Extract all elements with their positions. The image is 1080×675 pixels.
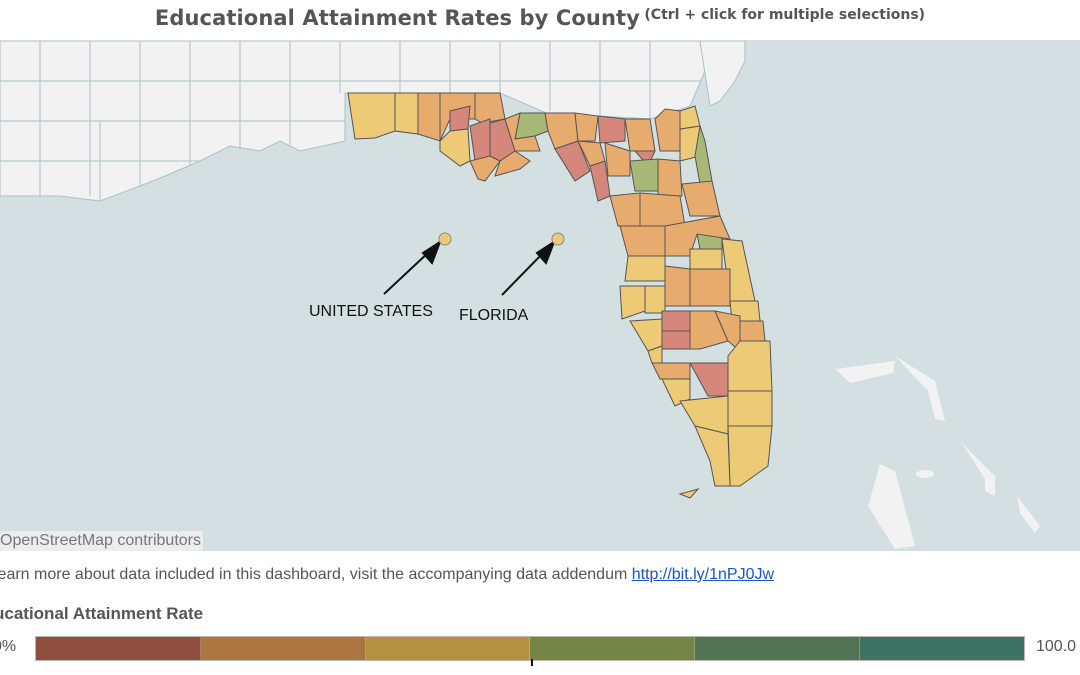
legend-segment bbox=[860, 637, 1024, 660]
county bbox=[629, 158, 659, 192]
addendum-link[interactable]: http://bit.ly/1nPJ0Jw bbox=[631, 566, 775, 583]
background-county-lines bbox=[0, 41, 700, 201]
legend-min-label: 0% bbox=[0, 638, 17, 655]
county bbox=[661, 310, 691, 332]
county bbox=[554, 140, 591, 182]
county bbox=[689, 268, 731, 307]
legend-marker-tick bbox=[531, 659, 533, 666]
county bbox=[619, 285, 646, 320]
county bbox=[689, 362, 729, 397]
county bbox=[639, 192, 686, 227]
florida-marker[interactable] bbox=[551, 232, 565, 246]
info-message: learn more about data included in this d… bbox=[0, 566, 632, 583]
county bbox=[678, 488, 700, 499]
county bbox=[633, 150, 656, 167]
legend-max-label: 100.0 bbox=[1036, 638, 1077, 655]
county bbox=[661, 330, 691, 350]
info-text: learn more about data included in this d… bbox=[0, 566, 774, 584]
county bbox=[657, 158, 683, 197]
county bbox=[504, 112, 541, 152]
county bbox=[679, 105, 701, 130]
legend-segment bbox=[530, 637, 696, 660]
page-title: Educational Attainment Rates by County bbox=[154, 6, 640, 30]
county bbox=[347, 92, 396, 140]
county bbox=[689, 310, 729, 350]
united-states-marker[interactable] bbox=[438, 232, 452, 246]
county bbox=[629, 318, 663, 352]
county bbox=[739, 320, 766, 342]
county bbox=[449, 105, 471, 132]
county bbox=[417, 92, 441, 142]
annotation-arrows bbox=[383, 239, 557, 296]
florida-counties[interactable] bbox=[347, 92, 773, 499]
map-canvas[interactable] bbox=[0, 41, 1080, 551]
legend-title: ucational Attainment Rate bbox=[0, 604, 204, 623]
county bbox=[661, 378, 691, 407]
county bbox=[694, 425, 731, 487]
county bbox=[619, 225, 666, 257]
county bbox=[664, 265, 691, 307]
legend-segment bbox=[695, 637, 861, 660]
county bbox=[494, 150, 531, 177]
county bbox=[609, 192, 641, 227]
page-subtitle: (Ctrl + click for multiple selections) bbox=[644, 7, 926, 23]
county bbox=[654, 108, 681, 152]
color-legend bbox=[35, 636, 1025, 661]
county bbox=[574, 112, 599, 142]
county bbox=[469, 155, 501, 182]
county bbox=[394, 92, 419, 135]
county bbox=[577, 140, 606, 167]
county bbox=[597, 115, 626, 144]
county bbox=[469, 118, 491, 162]
county bbox=[727, 425, 773, 487]
county bbox=[624, 118, 656, 152]
county bbox=[689, 248, 723, 270]
legend-segment bbox=[365, 637, 531, 660]
county bbox=[727, 340, 773, 394]
annotation-florida: FLORIDA bbox=[459, 307, 529, 324]
bahamas-islands bbox=[835, 356, 1040, 549]
county bbox=[514, 112, 549, 140]
county-map[interactable]: UNITED STATES FLORIDA OpenStreetMap cont… bbox=[0, 40, 1080, 551]
county bbox=[624, 255, 666, 282]
dashboard-title: Educational Attainment Rates by County (… bbox=[0, 0, 1080, 40]
county bbox=[651, 362, 691, 380]
county bbox=[727, 390, 773, 427]
county bbox=[681, 180, 721, 217]
county bbox=[474, 92, 506, 124]
county bbox=[439, 128, 471, 167]
legend-segment bbox=[200, 637, 366, 660]
legend-segment bbox=[36, 637, 201, 660]
map-attribution[interactable]: OpenStreetMap contributors bbox=[0, 531, 203, 551]
county bbox=[604, 142, 631, 177]
county bbox=[644, 285, 666, 314]
annotation-united-states: UNITED STATES bbox=[309, 303, 433, 320]
